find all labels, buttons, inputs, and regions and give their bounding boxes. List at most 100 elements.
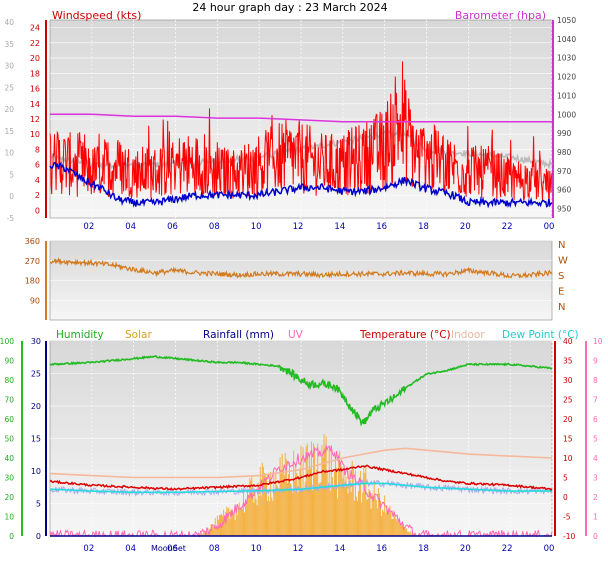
- compass-label: W: [558, 256, 568, 267]
- temperature-tick-label: 25: [563, 396, 573, 405]
- direction-tick-label: 360: [25, 237, 40, 246]
- legend-entry: Indoor: [451, 329, 485, 341]
- compass-label: N: [558, 240, 565, 251]
- moonset-annotation: MoonSet: [151, 544, 186, 553]
- outer-tick-label: 5: [9, 170, 14, 179]
- temperature-tick-label: 10: [563, 454, 573, 463]
- wind-low-line: [49, 161, 553, 209]
- uv-tick-label: 0: [593, 532, 598, 541]
- barometer-tick-label: 970: [557, 167, 572, 176]
- wind-tick-label: 24: [30, 24, 40, 33]
- legend-entry: UV: [288, 329, 304, 341]
- legend-entry: Temperature (°C): [359, 329, 451, 341]
- humidity-tick-label: 90: [4, 357, 14, 366]
- uv-tick-label: 9: [593, 357, 598, 366]
- temperature-tick-label: 20: [563, 415, 573, 424]
- wind-tick-label: 16: [30, 85, 40, 94]
- uv-tick-label: 10: [593, 337, 603, 346]
- uv-tick-label: 5: [593, 435, 598, 444]
- uv-tick-label: 8: [593, 376, 598, 385]
- outer-tick-label: 10: [4, 149, 14, 158]
- compass-label: E: [558, 287, 564, 298]
- x-tick-label: 20: [460, 544, 471, 554]
- humidity-tick-label: 0: [9, 532, 14, 541]
- humidity-tick-label: 70: [4, 396, 14, 405]
- x-tick-label: 18: [418, 222, 429, 232]
- compass-label: N: [558, 302, 565, 313]
- windspeed-line: [49, 61, 553, 202]
- wind-tick-label: 6: [35, 161, 40, 170]
- barometer-tick-label: 1000: [557, 110, 576, 119]
- chart-marks: 02 04 06 08 10 12 14 16 18 20 22 000246810121416182…: [0, 16, 603, 554]
- humidity-tick-label: 20: [4, 493, 14, 502]
- x-tick-label: 04: [125, 222, 136, 232]
- x-tick-label: 14: [334, 222, 345, 232]
- humidity-line: [49, 355, 553, 427]
- wind-tick-label: 10: [30, 130, 40, 139]
- wind-tick-label: 8: [35, 145, 40, 154]
- x-tick-label: 22: [502, 222, 513, 232]
- barometer-tick-label: 1040: [557, 35, 576, 44]
- humidity-tick-label: 80: [4, 376, 14, 385]
- x-tick-label: 20: [460, 222, 471, 232]
- indoor-line: [49, 447, 553, 479]
- x-tick-label: 08: [209, 544, 220, 554]
- wind-axis-label: Windspeed (kts): [52, 9, 141, 22]
- legend-entry: Dew Point (°C): [502, 329, 579, 341]
- outer-tick-label: 35: [4, 40, 14, 49]
- barometer-tick-label: 950: [557, 205, 572, 214]
- temperature-tick-label: -10: [563, 532, 575, 541]
- temperature-tick-label: 40: [563, 337, 573, 346]
- uv-tick-label: 1: [593, 513, 598, 522]
- temperature-tick-label: -5: [563, 513, 571, 522]
- temperature-tick-label: 15: [563, 435, 573, 444]
- barometer-tick-label: 1030: [557, 54, 576, 63]
- x-tick-label: 18: [418, 544, 429, 554]
- x-tick-label: 14: [334, 544, 345, 554]
- barometer-line: [50, 113, 552, 123]
- temperature-tick-label: 30: [563, 376, 573, 385]
- outer-tick-label: 0: [9, 192, 14, 201]
- uv-tick-label: 6: [593, 415, 598, 424]
- outer-tick-label: 15: [4, 127, 14, 136]
- x-tick-label: 00: [544, 222, 555, 232]
- barometer-tick-label: 980: [557, 148, 572, 157]
- wind-tick-label: 4: [35, 176, 40, 185]
- rainfall-tick-label: 15: [31, 435, 41, 444]
- direction-tick-label: 180: [25, 277, 40, 286]
- x-tick-label: 16: [376, 544, 387, 554]
- wind-tick-label: 2: [35, 191, 40, 200]
- barometer-tick-label: 1010: [557, 91, 576, 100]
- temperature-tick-label: 5: [563, 474, 568, 483]
- barometer-tick-label: 960: [557, 186, 572, 195]
- x-tick-label: 10: [251, 222, 262, 232]
- direction-line: [49, 257, 553, 279]
- temperature-tick-label: 35: [563, 357, 573, 366]
- wind-tick-label: 14: [30, 100, 40, 109]
- x-tick-label: 04: [125, 544, 136, 554]
- legend-entry: Humidity: [56, 329, 104, 341]
- weather-legend: Humidity Solar Rainfall (mm) UV Temperature …: [56, 329, 579, 341]
- rainfall-tick-label: 25: [31, 370, 41, 379]
- outer-tick-label: 20: [4, 105, 14, 114]
- outer-tick-label: 30: [4, 62, 14, 71]
- barometer-tick-label: 1050: [557, 16, 576, 25]
- wind-tick-label: 22: [30, 39, 40, 48]
- x-tick-label: 02: [83, 222, 94, 232]
- rainfall-tick-label: 10: [31, 467, 41, 476]
- humidity-tick-label: 100: [0, 337, 14, 346]
- barometer-tick-label: 1020: [557, 73, 576, 82]
- x-tick-label: 06: [167, 222, 178, 232]
- wind-tick-label: 12: [30, 115, 40, 124]
- x-tick-label: 16: [376, 222, 387, 232]
- uv-tick-label: 3: [593, 474, 598, 483]
- uv-tick-label: 7: [593, 396, 598, 405]
- compass-label: S: [558, 271, 564, 282]
- temperature-line: [49, 464, 553, 492]
- legend-entry: Rainfall (mm): [203, 329, 274, 341]
- outer-tick-label: 40: [4, 18, 14, 27]
- x-tick-label: 08: [209, 222, 220, 232]
- rainfall-tick-label: 0: [36, 532, 41, 541]
